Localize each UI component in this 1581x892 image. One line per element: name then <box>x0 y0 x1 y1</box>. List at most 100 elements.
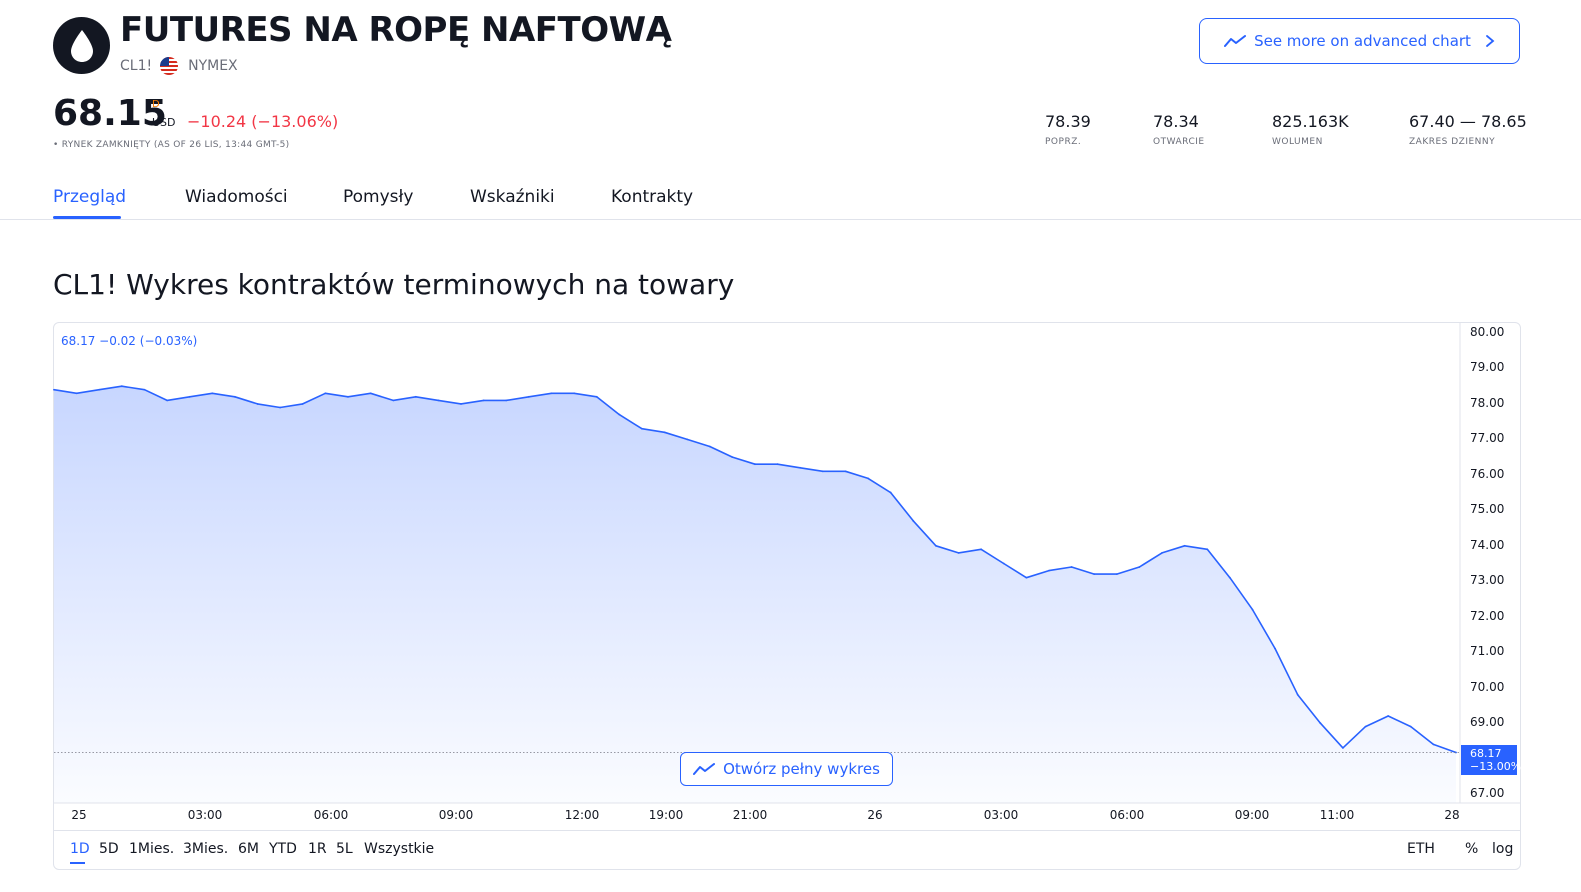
last-price-value: 68.17 <box>1470 747 1502 760</box>
price-point <box>1455 751 1457 754</box>
page-title: FUTURES NA ROPĘ NAFTOWĄ <box>120 10 672 50</box>
price-point <box>234 395 236 398</box>
market-status: • RYNEK ZAMKNIĘTY (AS OF 26 LIS, 13:44 G… <box>53 140 290 150</box>
stat-volume: 825.163K WOLUMEN <box>1272 112 1349 147</box>
x-tick-label: 11:00 <box>1319 808 1355 822</box>
exchange-name: NYMEX <box>188 58 238 74</box>
range-all[interactable]: Wszystkie <box>364 841 435 857</box>
oil-drop-icon <box>70 29 93 62</box>
range-5d[interactable]: 5D <box>99 841 119 857</box>
price-point <box>301 403 304 405</box>
price-point <box>1025 576 1028 579</box>
price-change: −10.24 (−13.06%) <box>187 112 339 131</box>
stat-label: ZAKRES DZIENNY <box>1409 137 1496 147</box>
price-point <box>595 395 598 398</box>
price-point <box>1251 608 1254 611</box>
price-point <box>75 392 78 395</box>
price-point <box>844 470 847 473</box>
stat-day-range: 67.40 — 78.65 ZAKRES DZIENNY <box>1409 112 1527 147</box>
last-price: 68.15 <box>53 93 167 134</box>
range-1y[interactable]: 1R <box>308 841 327 857</box>
y-tick-label: 76.00 <box>1470 466 1505 481</box>
chart-legend: 68.17 −0.02 (−0.03%) <box>61 334 198 348</box>
range-1d[interactable]: 1D <box>70 841 90 857</box>
price-point <box>1161 551 1163 554</box>
x-tick-label: 09:00 <box>438 808 474 822</box>
price-point <box>98 388 101 391</box>
price-point <box>369 392 372 395</box>
y-tick-label: 78.00 <box>1470 395 1505 410</box>
price-point <box>1342 747 1344 749</box>
x-tick-label: 19:00 <box>648 808 684 822</box>
price-point <box>1409 725 1412 728</box>
price-point <box>527 395 530 398</box>
price-point <box>347 395 349 398</box>
log-scale-toggle[interactable]: log <box>1492 841 1514 857</box>
y-tick-label: 77.00 <box>1470 431 1505 446</box>
x-tick-label: 28 <box>1444 808 1460 822</box>
percent-scale-toggle[interactable]: % <box>1465 841 1479 857</box>
price-point <box>1183 544 1186 547</box>
price-point <box>573 392 575 395</box>
symbol-line: CL1! NYMEX <box>120 57 238 75</box>
price-point <box>1093 573 1096 576</box>
last-price-change: −13.00% <box>1470 760 1522 773</box>
chart-container[interactable] <box>53 322 1521 870</box>
price-point <box>776 463 779 466</box>
tab-ideas[interactable]: Pomysły <box>343 187 414 207</box>
price-point <box>889 491 892 494</box>
range-3m[interactable]: 3Mies. <box>183 841 229 857</box>
x-tick-label: 21:00 <box>732 808 768 822</box>
tab-contracts[interactable]: Kontrakty <box>611 187 694 207</box>
price-point <box>414 395 417 398</box>
x-tick-label: 09:00 <box>1234 808 1270 822</box>
us-flag-icon <box>160 57 179 75</box>
price-point <box>1274 647 1276 650</box>
price-point <box>143 388 146 391</box>
price-point <box>324 392 327 395</box>
price-point <box>53 388 55 391</box>
price-point <box>754 463 756 466</box>
price-point <box>505 399 508 402</box>
price-point <box>256 403 259 405</box>
session-eth-toggle[interactable]: ETH <box>1407 841 1435 857</box>
stat-value: 78.39 <box>1045 112 1091 131</box>
trend-line-icon <box>1224 35 1247 47</box>
open-full-chart-button[interactable]: Otwórz pełny wykres <box>680 752 893 786</box>
advanced-chart-label: See more on advanced chart <box>1254 32 1471 50</box>
range-1m[interactable]: 1Mies. <box>129 841 175 857</box>
price-point <box>867 477 869 480</box>
price-point <box>1364 725 1367 728</box>
stat-prev-close: 78.39 POPRZ. <box>1045 112 1091 147</box>
price-point <box>460 403 462 405</box>
price-point <box>120 385 123 388</box>
price-point <box>1432 743 1435 746</box>
tab-news[interactable]: Wiadomości <box>185 187 288 207</box>
price-point <box>1048 569 1050 572</box>
price-point <box>686 438 689 441</box>
advanced-chart-button[interactable]: See more on advanced chart <box>1199 18 1520 64</box>
symbol-ticker: CL1! <box>120 58 153 74</box>
active-range-indicator <box>70 862 85 864</box>
oil-drop-logo <box>53 17 110 74</box>
range-5y[interactable]: 5L <box>336 841 353 857</box>
section-title: CL1! Wykres kontraktów terminowych na to… <box>53 268 735 301</box>
price-point <box>166 399 168 402</box>
range-6m[interactable]: 6M <box>238 841 259 857</box>
x-tick-label: 26 <box>867 808 883 822</box>
stat-label: WOLUMEN <box>1272 137 1323 147</box>
price-point <box>957 551 960 554</box>
price-point <box>821 470 824 473</box>
y-tick-label: 67.00 <box>1470 786 1505 800</box>
range-ytd[interactable]: YTD <box>269 841 297 857</box>
x-tick-label: 06:00 <box>313 808 349 822</box>
price-point <box>188 395 191 398</box>
y-tick-label: 71.00 <box>1470 644 1505 659</box>
y-tick-label: 69.00 <box>1470 715 1505 730</box>
tab-overview[interactable]: Przegląd <box>53 187 127 207</box>
tab-indicators[interactable]: Wskaźniki <box>470 187 555 207</box>
last-price-marker: 68.17 −13.00% <box>1461 745 1522 775</box>
price-point <box>980 548 983 551</box>
price-point <box>1228 576 1231 579</box>
